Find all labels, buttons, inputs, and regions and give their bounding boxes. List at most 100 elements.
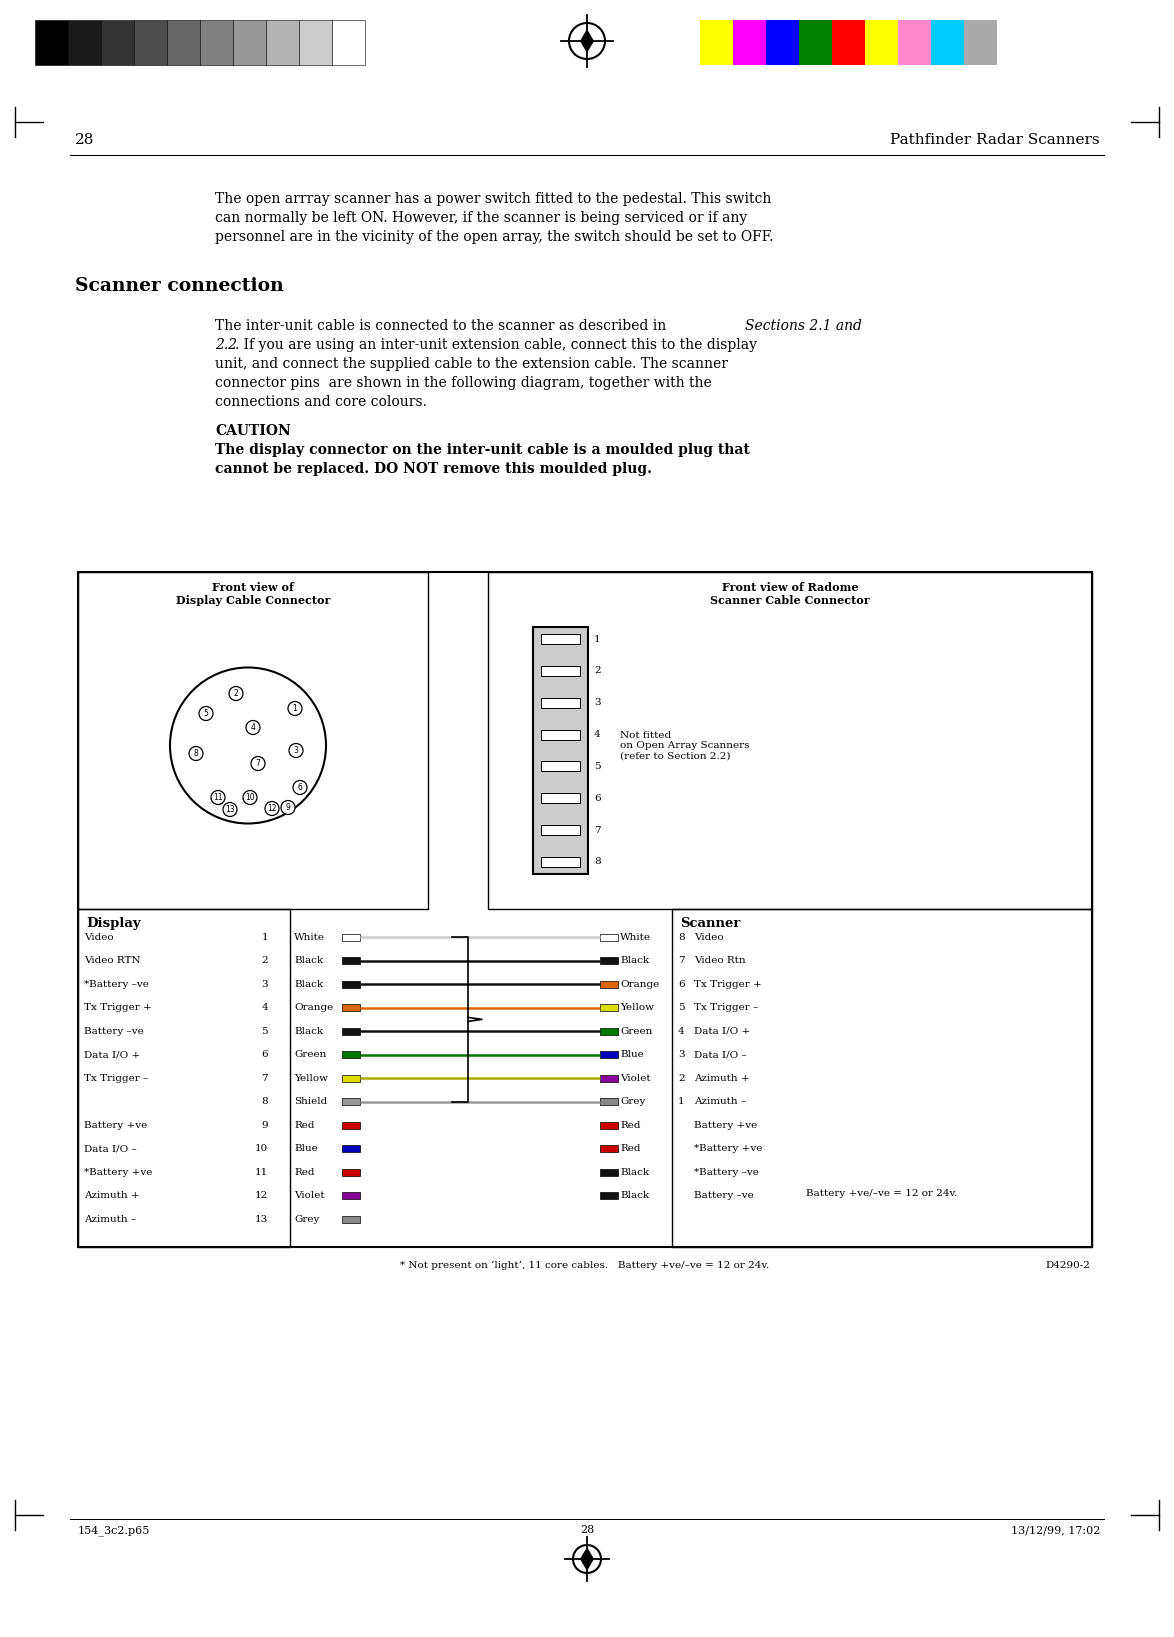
Bar [541,634,580,643]
Text: Data I/O –: Data I/O – [85,1144,136,1154]
Text: 3: 3 [594,699,601,707]
Bar [77,909,290,1247]
Bar [600,1192,618,1200]
Text: 28: 28 [580,1526,594,1536]
Text: Yellow: Yellow [620,1003,654,1012]
Text: Red: Red [620,1121,641,1130]
Text: 4: 4 [594,730,601,738]
Bar [600,1076,618,1082]
Text: 7: 7 [262,1074,268,1082]
Text: Orange: Orange [620,979,660,989]
Text: 7: 7 [679,956,684,966]
Bar [600,981,618,987]
Text: Battery +ve: Battery +ve [85,1121,147,1130]
Text: 8: 8 [679,933,684,941]
Bar [299,20,332,65]
Bar [342,1098,360,1105]
Text: 10: 10 [255,1144,268,1154]
Text: 2: 2 [262,956,268,966]
Bar [342,1051,360,1058]
Text: Video: Video [85,933,114,941]
Bar [600,1121,618,1130]
Bar [672,909,1092,1247]
Text: cannot be replaced. DO NOT remove this moulded plug.: cannot be replaced. DO NOT remove this m… [215,462,652,476]
Circle shape [243,791,257,804]
Bar [232,20,266,65]
Text: The inter-unit cable is connected to the scanner as described in: The inter-unit cable is connected to the… [215,319,670,332]
Bar [799,20,832,65]
Bar [35,20,68,65]
Bar [865,20,898,65]
Text: Battery +ve/–ve = 12 or 24v.: Battery +ve/–ve = 12 or 24v. [807,1190,958,1198]
Text: Front view of
Display Cable Connector: Front view of Display Cable Connector [176,583,330,606]
Text: Black: Black [294,979,323,989]
Text: 4: 4 [262,1003,268,1012]
Bar [600,933,618,941]
Text: 6: 6 [297,782,303,792]
Text: Battery –ve: Battery –ve [694,1192,754,1200]
Bar [600,1051,618,1058]
Text: can normally be left ON. However, if the scanner is being serviced or if any: can normally be left ON. However, if the… [215,211,747,224]
Bar [342,981,360,987]
Text: Violet: Violet [620,1074,650,1082]
Text: Black: Black [620,956,649,966]
Text: Display: Display [86,917,141,930]
Bar [541,761,580,771]
Text: 6: 6 [679,979,684,989]
Bar [898,20,931,65]
Text: 1: 1 [292,704,297,714]
Bar [266,20,299,65]
Text: . If you are using an inter-unit extension cable, connect this to the display: . If you are using an inter-unit extensi… [235,337,757,352]
Text: D4290-2: D4290-2 [1045,1260,1089,1270]
Text: Red: Red [294,1121,315,1130]
Text: 11: 11 [255,1167,268,1177]
Bar [600,958,618,964]
Text: * Not present on ‘light’, 11 core cables.   Battery +ve/–ve = 12 or 24v.: * Not present on ‘light’, 11 core cables… [400,1260,770,1270]
Text: connections and core colours.: connections and core colours. [215,395,427,409]
Bar [541,697,580,707]
Circle shape [200,707,212,720]
Circle shape [288,702,302,715]
Bar [167,20,200,65]
Text: 5: 5 [203,709,209,719]
Circle shape [223,802,237,817]
Text: 6: 6 [262,1051,268,1059]
Text: Yellow: Yellow [294,1074,328,1082]
Circle shape [251,756,265,771]
Text: Azimuth –: Azimuth – [694,1097,747,1107]
Text: Black: Black [620,1192,649,1200]
Text: 13: 13 [255,1215,268,1224]
Bar [541,825,580,835]
Text: 1: 1 [594,635,601,643]
Text: Data I/O –: Data I/O – [694,1051,747,1059]
Text: Video Rtn: Video Rtn [694,956,745,966]
Text: CAUTION: CAUTION [215,424,291,439]
Text: 5: 5 [262,1026,268,1036]
Text: 154_3c2.p65: 154_3c2.p65 [77,1526,150,1536]
Bar [342,958,360,964]
Bar [964,20,997,65]
Bar [342,933,360,941]
Text: Sections 2.1 and: Sections 2.1 and [745,319,862,332]
Bar [342,1028,360,1035]
Text: White: White [620,933,652,941]
Bar [600,1146,618,1152]
Bar [541,794,580,804]
Bar [342,1192,360,1200]
Text: 4: 4 [250,724,256,732]
Text: 10: 10 [245,792,255,802]
Bar [541,730,580,740]
Bar [134,20,167,65]
Text: Tx Trigger –: Tx Trigger – [694,1003,758,1012]
Bar [342,1216,360,1223]
Text: 8: 8 [262,1097,268,1107]
Bar [765,20,799,65]
Text: *Battery –ve: *Battery –ve [85,979,149,989]
Text: 6: 6 [594,794,601,802]
Text: Grey: Grey [620,1097,646,1107]
Circle shape [265,802,279,815]
Bar [931,20,964,65]
Text: 2: 2 [234,689,238,697]
Text: 2.2: 2.2 [215,337,237,352]
Text: Video RTN: Video RTN [85,956,141,966]
